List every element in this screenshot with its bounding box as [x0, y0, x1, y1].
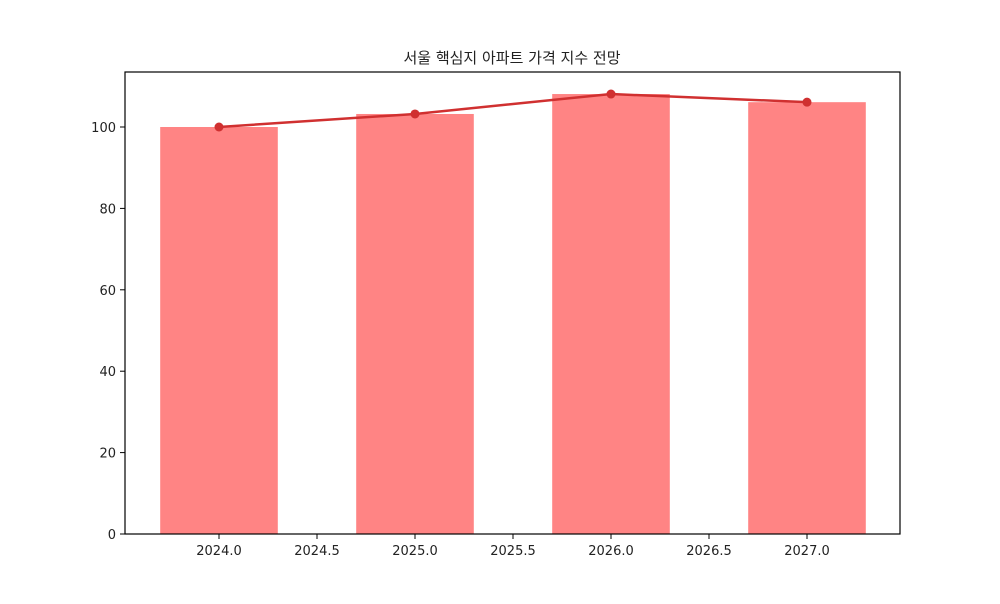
x-tick-label: 2027.0: [784, 544, 830, 559]
x-tick-label: 2026.0: [588, 544, 634, 559]
bar: [552, 94, 670, 535]
x-tick-label: 2025.0: [392, 544, 438, 559]
x-tick-label: 2025.5: [490, 544, 536, 559]
bar: [356, 113, 474, 534]
line-marker: [214, 122, 224, 132]
chart-title: 서울 핵심지 아파트 가격 지수 전망: [403, 49, 620, 67]
y-tick-label: 60: [99, 284, 116, 299]
line-marker: [606, 89, 616, 99]
line-marker: [802, 97, 812, 107]
bar: [160, 127, 278, 534]
x-tick-label: 2024.0: [196, 544, 242, 559]
trend-line: [218, 92, 808, 129]
x-tick-label: 2024.5: [294, 544, 340, 559]
line-marker: [410, 109, 420, 119]
x-tick-label: 2026.5: [686, 544, 732, 559]
y-tick-label: 100: [91, 121, 116, 136]
bar: [748, 102, 866, 534]
y-tick-label: 0: [108, 528, 116, 543]
y-tick-label: 80: [99, 202, 116, 217]
plot-area: 0 20 40 60 80 100 2024.0 2024.5 2025.0 2025.5 2026…: [91, 89, 866, 559]
axes-frame: [124, 71, 901, 535]
y-tick-label: 40: [99, 365, 116, 380]
y-tick-label: 20: [99, 447, 116, 462]
